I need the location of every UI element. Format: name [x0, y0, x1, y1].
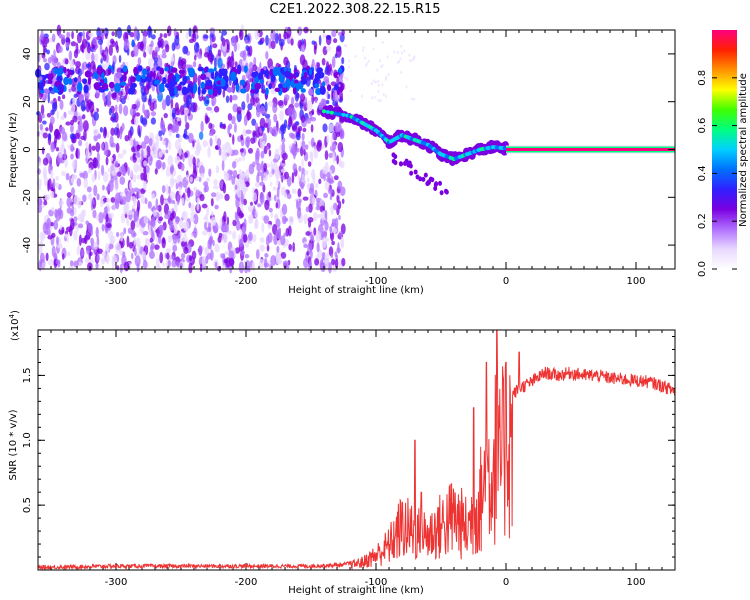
snr-x-tick-label: -100: [365, 577, 388, 588]
heatmap-x-tick-label: -300: [105, 276, 128, 287]
svg-text:(x104): (x104): [8, 310, 21, 341]
colorbar-tick-label: 0.6: [697, 118, 708, 134]
snr-multiplier-base: (x10: [10, 318, 21, 341]
snr-background: [38, 330, 675, 570]
heatmap-y-axis-label: Frequency (Hz): [8, 112, 19, 188]
colorbar: 0.0 0.2 0.4 0.6 0.8 Normalized spectral ampl…: [697, 30, 749, 277]
heatmap-x-tick-label: 0: [503, 276, 509, 287]
snr-y-tick-label: 1.0: [22, 432, 33, 448]
colorbar-tick-label: 0.2: [697, 213, 708, 229]
heatmap-y-tick-label: -20: [22, 189, 33, 205]
colorbar-label: Normalized spectral amplitude: [738, 73, 749, 227]
snr-series-line: [37, 329, 675, 571]
heatmap-x-tick-label: -100: [365, 276, 388, 287]
snr-x-tick-label: 0: [503, 577, 509, 588]
heatmap-x-tick-label: 100: [626, 276, 645, 287]
colorbar-tick-label: 0.4: [697, 165, 708, 181]
snr-y-axis-label: SNR (10 * v/v): [8, 409, 19, 480]
snr-multiplier-close: ): [10, 310, 21, 314]
heatmap-x-tick-label: -200: [235, 276, 258, 287]
heatmap-y-tick-label: -40: [22, 237, 33, 253]
snr-x-tick-label: 100: [626, 577, 645, 588]
snr-frame: [37, 329, 676, 571]
heatmap-y-tick-label: 0: [22, 146, 33, 152]
heatmap-carrier-layer: [506, 145, 675, 154]
snr-multiplier-exponent: 4: [8, 313, 16, 318]
snr-multiplier: (x104): [8, 310, 21, 341]
heatmap-y-tick-label: 40: [22, 48, 33, 61]
snr-y-tick-label: 0.5: [22, 497, 33, 513]
snr-x-tick-label: -300: [105, 577, 128, 588]
snr-y-tick-label: 1.5: [22, 367, 33, 383]
snr-panel: -300 -200 -100 0 100 0.5 1.0 1.5 Height of stra…: [8, 310, 676, 596]
colorbar-gradient: [712, 30, 737, 269]
colorbar-tick-label: 0.0: [697, 261, 708, 277]
snr-x-axis-label: Height of straight line (km): [288, 585, 424, 596]
heatmap-y-tick-label: 20: [22, 95, 33, 108]
colorbar-tick-label: 0.8: [697, 70, 708, 86]
colorbar-ticks: 0.0 0.2 0.4 0.6 0.8: [697, 70, 737, 277]
figure-title: C2E1.2022.308.22.15.R15: [269, 2, 440, 17]
heatmap-x-axis-label: Height of straight line (km): [288, 285, 424, 296]
heatmap-noise-layer: [34, 24, 416, 274]
heatmap-echo-layer: [320, 104, 509, 196]
snr-x-tick-label: -200: [235, 577, 258, 588]
